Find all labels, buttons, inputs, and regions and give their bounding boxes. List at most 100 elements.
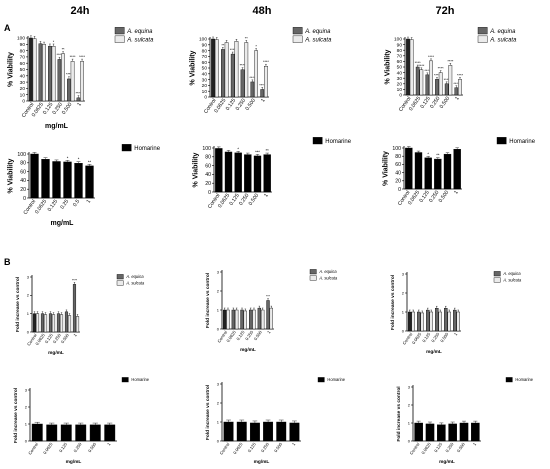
bar	[60, 424, 72, 442]
x-tick-label: 0.250	[260, 441, 270, 453]
y-tick-label: 10	[397, 87, 403, 93]
y-axis-label: % Viability	[382, 151, 389, 186]
chart-panel-B-homarine-48h: 0 1 2 3 Fold increase vs control Control 0.062…	[205, 377, 346, 465]
x-tick-label: 0.125	[58, 441, 68, 453]
legend-swatch	[114, 27, 125, 35]
significance-label: *	[67, 155, 69, 160]
bar	[254, 50, 258, 98]
y-tick-label: 0	[208, 190, 211, 196]
bar	[224, 42, 229, 98]
y-tick-label: 40	[205, 172, 211, 178]
bar	[32, 313, 37, 333]
y-axis-label: Fold increase vs control	[15, 277, 21, 332]
bar	[211, 38, 215, 98]
bar	[223, 309, 227, 330]
y-tick-label: 20	[397, 81, 403, 87]
x-tick-label: 0.0625	[42, 441, 54, 455]
x-axis-label: mg/mL	[66, 459, 82, 465]
x-tick-label: 0.0625	[420, 441, 432, 455]
bar	[425, 423, 435, 442]
x-tick-label: 0.0625	[225, 329, 237, 343]
y-tick-label: 2	[25, 404, 28, 409]
chart-panel-B-extract-72h: 0 1 2 3 Fold increase vs control Control0.062…	[390, 271, 522, 355]
legend-label: Homarine	[327, 377, 345, 382]
y-tick-label: 3	[402, 271, 405, 276]
significance-label: ****	[434, 73, 440, 77]
x-axis-label: mg/mL	[254, 459, 270, 465]
bar	[89, 424, 101, 442]
bar	[447, 311, 451, 332]
bar	[38, 43, 43, 102]
legend-swatch	[309, 275, 317, 281]
significance-label: ***	[266, 295, 270, 299]
bar	[40, 313, 45, 333]
legend-label: A. equina	[126, 29, 153, 35]
bar	[31, 423, 43, 442]
y-tick-label: 3	[25, 387, 28, 392]
y-tick-label: 60	[20, 61, 26, 67]
y-tick-label: 80	[20, 161, 26, 167]
x-tick-label: 1	[72, 332, 78, 337]
y-axis-label: % Viability	[190, 50, 197, 85]
y-tick-label: 60	[395, 162, 401, 168]
legend-swatch	[505, 377, 513, 383]
bar	[72, 284, 77, 333]
x-axis-label: mg/mL	[45, 123, 69, 130]
y-tick-label: 10	[202, 89, 208, 95]
legend-label: A. equina	[125, 274, 144, 279]
y-tick-label: 1	[27, 311, 30, 316]
bar	[243, 310, 247, 330]
bar	[263, 421, 274, 442]
y-tick-label: 2	[217, 400, 220, 405]
legend-swatch	[309, 269, 317, 275]
legend-label: A. equina	[304, 29, 331, 35]
legend-swatch	[312, 137, 323, 145]
bar	[252, 309, 256, 330]
x-tick-label: 0.500	[61, 102, 73, 116]
x-tick-label: 0.0625	[232, 441, 244, 455]
y-tick-label: 60	[202, 60, 208, 66]
y-tick-label: 3	[408, 384, 411, 389]
significance-label: ****	[447, 59, 453, 63]
x-tick-label: 0.250	[244, 329, 254, 341]
significance-label: ****	[249, 76, 255, 80]
bar	[250, 81, 255, 98]
y-tick-label: 2	[27, 293, 30, 298]
section-label-a: A	[4, 23, 11, 33]
bar	[269, 307, 273, 330]
bar	[30, 153, 39, 199]
bar	[234, 309, 239, 330]
y-tick-label: 1	[217, 307, 220, 312]
y-tick-label: 20	[20, 86, 26, 92]
legend-swatch	[477, 27, 488, 35]
y-axis-label: Fold increase vs control	[390, 275, 396, 330]
x-tick-label: 0.500	[439, 331, 449, 343]
bar	[443, 153, 452, 190]
x-tick-label: 0.5	[72, 199, 81, 208]
x-tick-label: 0.125	[47, 199, 59, 213]
x-tick-label: 0.250	[444, 441, 454, 453]
bar	[74, 163, 83, 199]
legend-swatch	[477, 35, 488, 43]
bar	[437, 424, 446, 442]
legend-label: Homarine	[325, 139, 351, 145]
bar	[63, 161, 72, 199]
legend-swatch	[121, 144, 132, 152]
x-tick-label: 0.0625	[34, 199, 48, 216]
chart-panel-B-extract-48h: 0 1 2 3 Fold increase vs control Control0.062…	[205, 269, 338, 353]
y-tick-label: 0	[22, 99, 25, 105]
y-tick-label: 0	[398, 187, 401, 193]
y-tick-label: 0	[408, 438, 411, 443]
bar	[405, 147, 413, 190]
x-axis-label: mg/mL	[426, 349, 442, 355]
x-tick-label: 1	[266, 329, 272, 334]
bar	[240, 309, 244, 330]
significance-label: **	[221, 43, 224, 47]
y-tick-label: 3	[217, 269, 220, 274]
y-tick-label: 40	[397, 70, 403, 76]
y-tick-label: 40	[202, 71, 208, 77]
x-tick-label: Control	[219, 442, 231, 456]
